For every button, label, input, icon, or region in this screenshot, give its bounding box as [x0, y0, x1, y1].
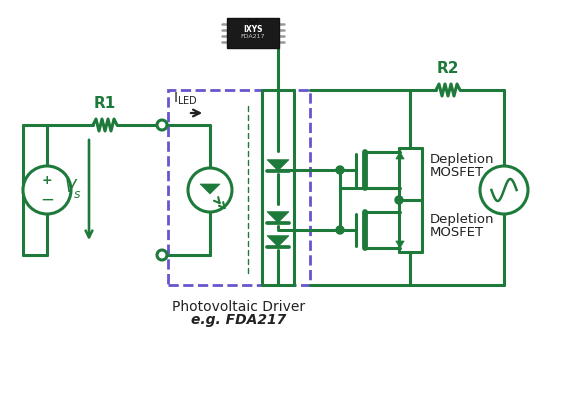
- Circle shape: [157, 250, 167, 260]
- FancyBboxPatch shape: [227, 18, 279, 48]
- Text: IXYS: IXYS: [244, 24, 263, 34]
- Text: e.g. FDA217: e.g. FDA217: [191, 313, 287, 327]
- Circle shape: [188, 168, 232, 212]
- Text: V: V: [65, 178, 76, 196]
- Polygon shape: [396, 241, 404, 248]
- Text: Depletion: Depletion: [430, 214, 494, 226]
- Text: R2: R2: [437, 61, 459, 76]
- Circle shape: [157, 120, 167, 130]
- Circle shape: [336, 166, 344, 174]
- Polygon shape: [267, 160, 289, 171]
- Text: FDA217: FDA217: [241, 34, 265, 40]
- Text: Depletion: Depletion: [430, 154, 494, 167]
- Circle shape: [23, 166, 71, 214]
- Text: R1: R1: [94, 96, 116, 111]
- Text: −: −: [40, 191, 54, 209]
- Text: Photovoltaic Driver: Photovoltaic Driver: [172, 300, 306, 314]
- Polygon shape: [267, 236, 289, 247]
- Text: MOSFET: MOSFET: [430, 166, 484, 179]
- Circle shape: [336, 226, 344, 234]
- Text: s: s: [74, 188, 80, 201]
- Text: +: +: [42, 173, 52, 186]
- Circle shape: [395, 196, 403, 204]
- Polygon shape: [200, 184, 220, 194]
- Polygon shape: [267, 212, 289, 223]
- Text: MOSFET: MOSFET: [430, 226, 484, 239]
- Polygon shape: [396, 152, 404, 159]
- Text: I$_{\rm LED}$: I$_{\rm LED}$: [172, 90, 197, 107]
- Circle shape: [480, 166, 528, 214]
